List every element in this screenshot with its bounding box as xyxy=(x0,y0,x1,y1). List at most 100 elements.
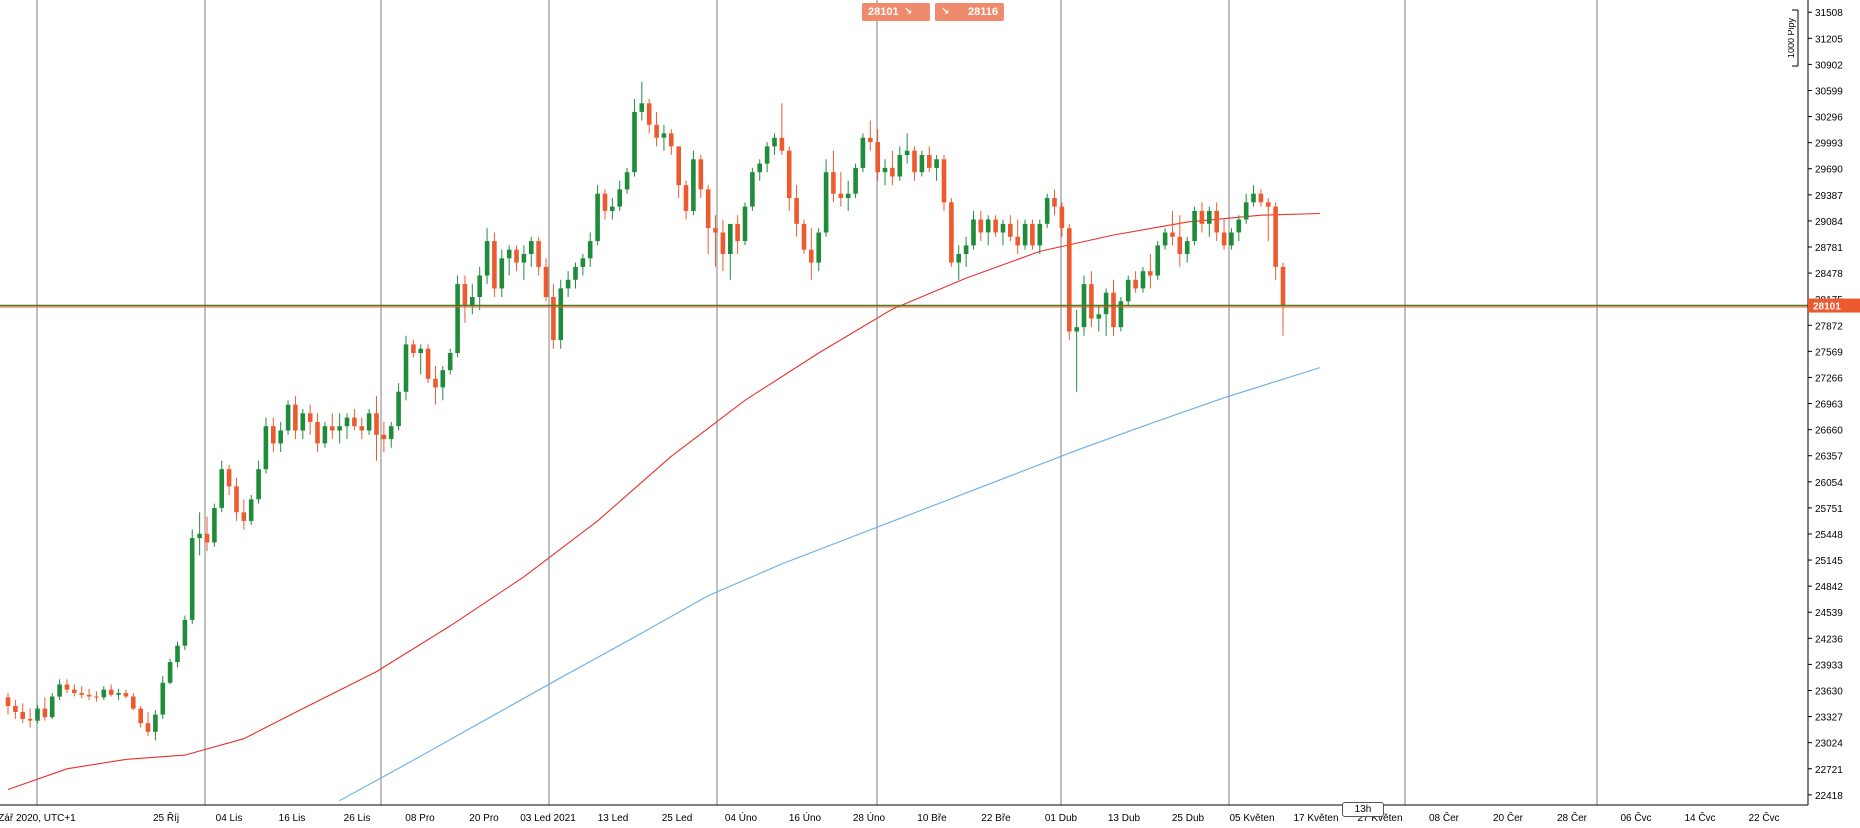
candle xyxy=(772,133,777,155)
candle-body xyxy=(838,193,844,198)
candle-body xyxy=(639,103,645,112)
candle xyxy=(904,133,910,164)
candle xyxy=(477,266,482,310)
candle xyxy=(138,705,143,728)
candle xyxy=(646,99,652,134)
candle xyxy=(1044,193,1050,229)
y-tick-label: 29690 xyxy=(1815,165,1843,176)
candle xyxy=(587,232,593,267)
candle-body xyxy=(396,391,401,427)
x-tick-label: 25 Říj xyxy=(153,811,179,823)
candle-body xyxy=(145,723,151,732)
candle xyxy=(271,417,276,453)
candle xyxy=(993,215,998,237)
candle-body xyxy=(831,172,836,194)
candle-body xyxy=(595,193,600,242)
ask-price-badge[interactable]: ↘ 28116 xyxy=(935,3,1004,21)
candle xyxy=(941,154,947,211)
arrow-down-right-icon: ↘ xyxy=(904,6,913,17)
candle xyxy=(853,163,858,199)
candle-body xyxy=(1022,223,1028,246)
candle xyxy=(860,133,866,173)
candle-body xyxy=(565,279,571,289)
candle-body xyxy=(285,404,291,431)
candle xyxy=(897,146,903,181)
candle xyxy=(927,146,932,173)
x-tick-label: 08 Pro xyxy=(405,813,435,823)
x-tick-label: 01 Dub xyxy=(1045,813,1078,823)
x-tick-label: 13 Led xyxy=(598,813,629,823)
candle xyxy=(1140,266,1146,293)
y-tick-label: 24842 xyxy=(1815,582,1843,593)
price-line-layer xyxy=(0,304,1808,308)
candle-body xyxy=(492,241,497,289)
timeframe-indicator[interactable]: 13h xyxy=(1342,802,1384,817)
candle-body xyxy=(750,172,755,207)
candle-body xyxy=(529,241,534,254)
y-tick-label: 28781 xyxy=(1815,243,1843,254)
y-tick-label: 25448 xyxy=(1815,530,1843,541)
candle xyxy=(1184,236,1190,263)
timeframe-label: 13h xyxy=(1354,804,1372,815)
candle-body xyxy=(521,254,527,263)
candle xyxy=(1103,288,1109,336)
candle xyxy=(698,154,704,199)
candle-body xyxy=(705,189,711,229)
x-tick-label: 04 Lis xyxy=(216,813,243,823)
candle-body xyxy=(691,159,696,211)
candle xyxy=(971,210,976,250)
candle xyxy=(20,703,25,724)
candle xyxy=(1207,206,1212,237)
candle xyxy=(64,679,70,694)
candle xyxy=(484,228,490,285)
x-tick-label: 10 Bře xyxy=(917,813,947,823)
candle-body xyxy=(1074,327,1079,332)
candle xyxy=(182,615,188,651)
candle-body xyxy=(646,103,652,125)
candle-body xyxy=(558,288,564,341)
candle xyxy=(256,460,261,504)
candle xyxy=(1214,202,1219,242)
candle-body xyxy=(632,111,637,173)
candle xyxy=(1052,189,1057,216)
candle-body xyxy=(654,124,659,138)
y-tick-label: 27872 xyxy=(1815,321,1843,332)
candle-body xyxy=(1184,241,1190,254)
x-tick-label: 26 Lis xyxy=(344,813,371,823)
candle xyxy=(573,262,578,289)
x-tick-label: 06 Čvc xyxy=(1620,811,1651,823)
candle-body xyxy=(1229,232,1234,246)
candle xyxy=(1266,198,1271,242)
y-tick-label: 23933 xyxy=(1815,660,1843,671)
candle-body xyxy=(779,137,785,151)
candle xyxy=(735,215,740,254)
candle-body xyxy=(138,708,143,724)
bid-price-badge[interactable]: 28101 ↘ xyxy=(862,3,930,21)
y-tick-label: 27266 xyxy=(1815,373,1843,384)
candle-body xyxy=(418,348,423,353)
candle-body xyxy=(388,426,394,440)
candle xyxy=(823,159,829,237)
candle xyxy=(514,245,519,272)
y-tick-label: 25751 xyxy=(1815,504,1843,515)
x-tick-label: 20 Čer xyxy=(1493,811,1524,823)
candle xyxy=(381,421,387,453)
candle-body xyxy=(956,254,961,263)
y-tick-label: 25145 xyxy=(1815,556,1843,567)
candle-body xyxy=(669,133,674,147)
candle xyxy=(175,641,180,668)
candle-body xyxy=(794,198,799,224)
candle xyxy=(551,284,556,349)
candle xyxy=(1251,185,1256,207)
candle xyxy=(624,167,630,194)
candle xyxy=(366,408,372,435)
x-tick-label: 16 Lis xyxy=(279,813,306,823)
candle xyxy=(506,245,512,276)
x-tick-label: 24 Zář 2020, UTC+1 xyxy=(0,813,76,823)
candle-body xyxy=(573,266,578,280)
candle xyxy=(845,180,851,211)
candle-body xyxy=(602,193,608,211)
y-tick-label: 29993 xyxy=(1815,139,1843,150)
